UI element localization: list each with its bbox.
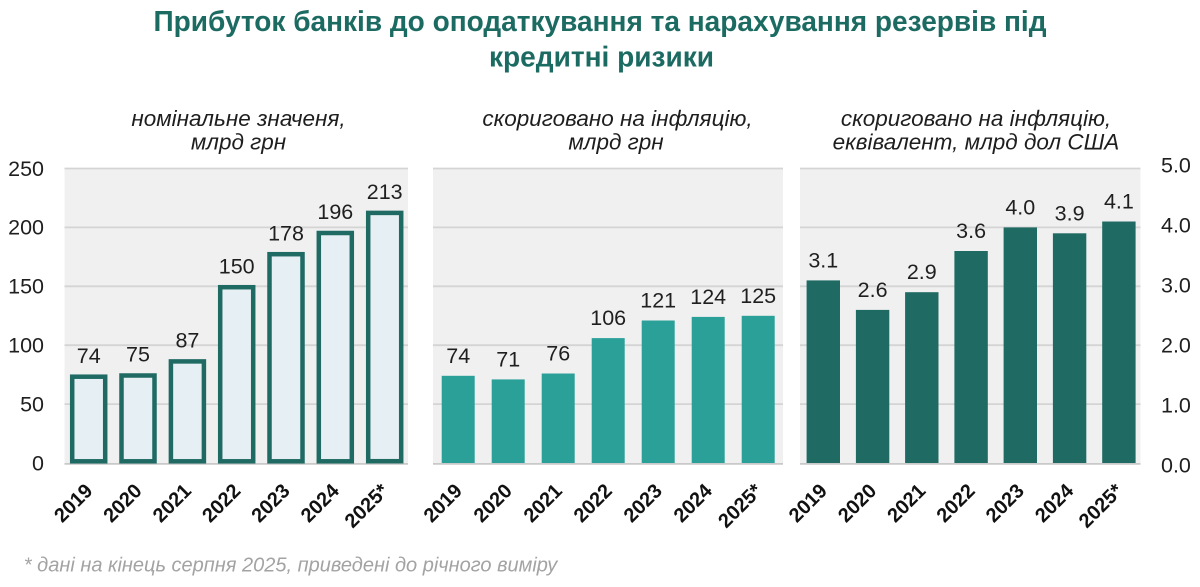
svg-text:* дані на кінець серпня 2025,: * дані на кінець серпня 2025, приведені … (24, 555, 558, 577)
svg-text:0: 0 (32, 451, 44, 475)
svg-text:71: 71 (496, 347, 520, 371)
svg-text:2.6: 2.6 (858, 278, 888, 302)
svg-text:74: 74 (77, 344, 101, 368)
svg-text:196: 196 (317, 200, 353, 224)
svg-text:кредитні ризики: кредитні ризики (489, 42, 714, 74)
svg-text:2.9: 2.9 (907, 260, 937, 284)
svg-text:4.0: 4.0 (1161, 213, 1191, 237)
svg-text:50: 50 (20, 392, 44, 416)
svg-text:4.0: 4.0 (1005, 195, 1035, 219)
svg-text:87: 87 (175, 329, 199, 353)
svg-text:76: 76 (546, 342, 570, 366)
svg-text:125: 125 (740, 284, 776, 308)
svg-text:200: 200 (8, 216, 44, 240)
svg-text:3.9: 3.9 (1055, 201, 1085, 225)
svg-text:Прибуток банків до оподаткуван: Прибуток банків до оподаткування та нара… (154, 6, 1047, 38)
svg-text:178: 178 (268, 221, 304, 245)
svg-text:3.6: 3.6 (956, 219, 986, 243)
svg-text:млрд грн: млрд грн (568, 130, 663, 155)
svg-text:скориговано на інфляцію,: скориговано на інфляцію, (482, 106, 752, 131)
svg-text:4.1: 4.1 (1104, 190, 1134, 214)
svg-text:2.0: 2.0 (1161, 333, 1191, 357)
svg-text:106: 106 (590, 306, 626, 330)
svg-text:121: 121 (640, 289, 676, 313)
svg-text:3.0: 3.0 (1161, 273, 1191, 297)
svg-text:5.0: 5.0 (1161, 153, 1191, 177)
svg-text:150: 150 (219, 254, 255, 278)
svg-text:млрд грн: млрд грн (191, 130, 286, 155)
svg-text:213: 213 (367, 180, 403, 204)
svg-text:100: 100 (8, 334, 44, 358)
svg-text:124: 124 (690, 285, 726, 309)
svg-text:3.1: 3.1 (808, 248, 838, 272)
svg-text:скориговано на інфляцію,: скориговано на інфляцію, (841, 106, 1111, 131)
svg-text:150: 150 (8, 275, 44, 299)
svg-text:еквівалент, млрд дол США: еквівалент, млрд дол США (833, 130, 1120, 155)
svg-text:75: 75 (126, 343, 150, 367)
svg-text:номінальне значеня,: номінальне значеня, (131, 106, 345, 131)
svg-text:0.0: 0.0 (1161, 453, 1191, 477)
svg-text:1.0: 1.0 (1161, 393, 1191, 417)
svg-text:250: 250 (8, 157, 44, 181)
svg-text:74: 74 (446, 344, 470, 368)
